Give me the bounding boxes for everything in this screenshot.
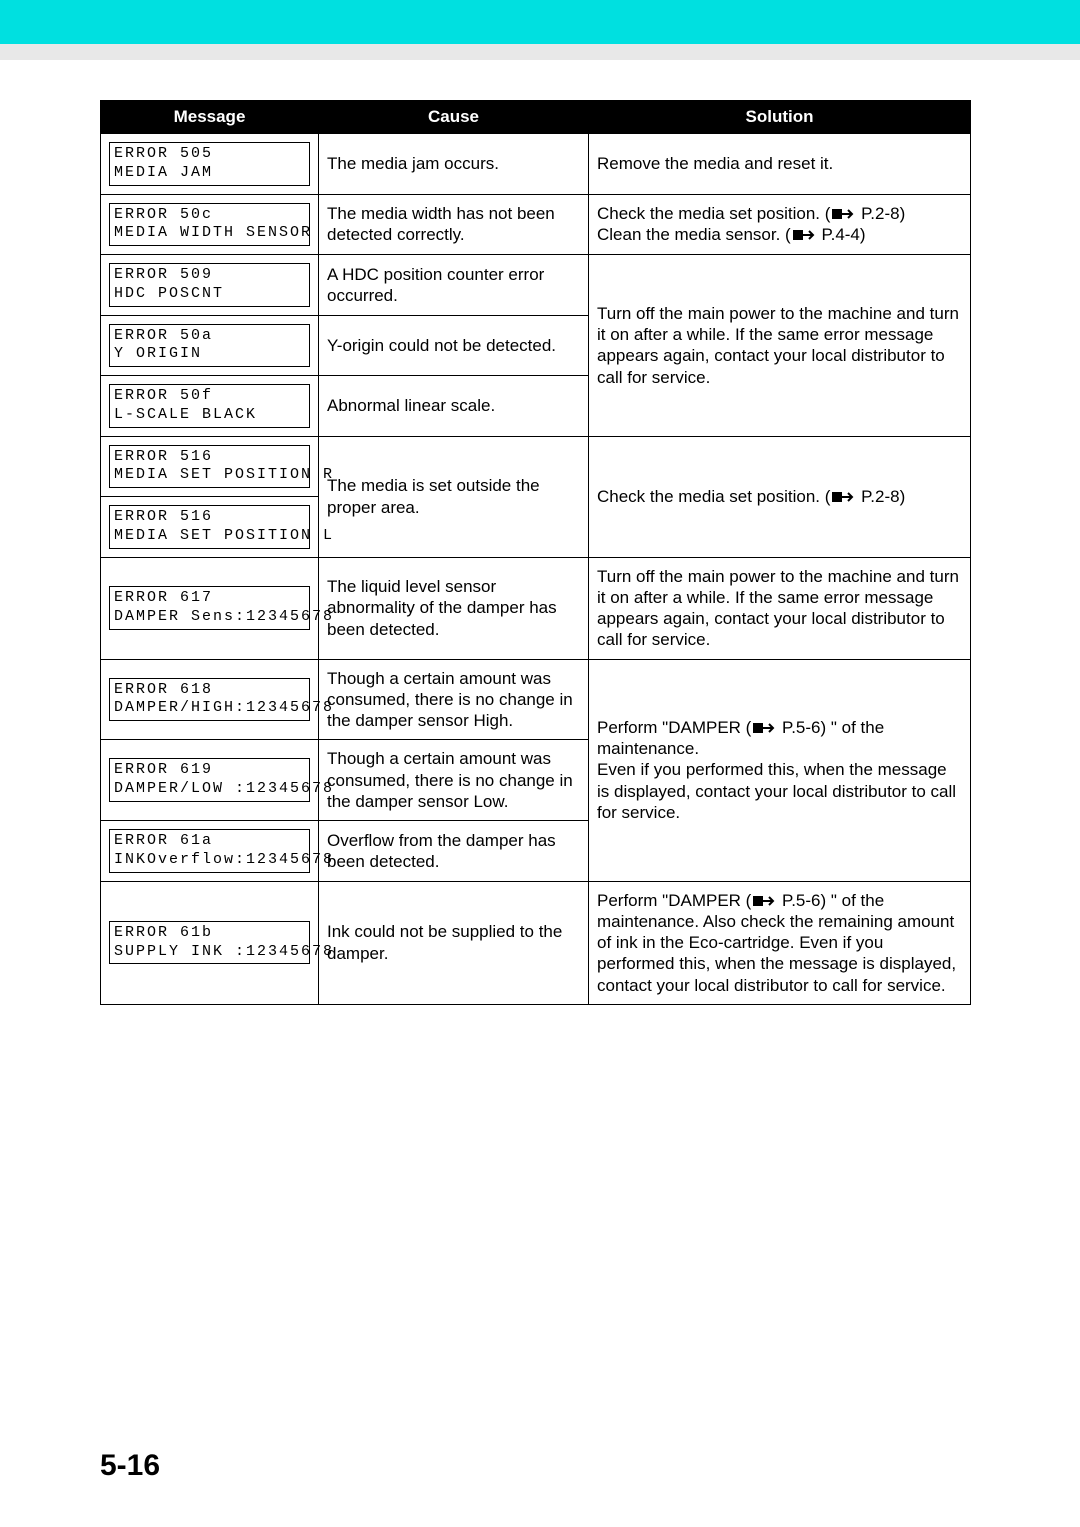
cause-cell: Though a certain amount was consumed, th…	[319, 740, 589, 821]
text: Perform "DAMPER (	[597, 718, 751, 737]
page-number: 5-16	[100, 1449, 160, 1483]
msg-e516l: ERROR 516 MEDIA SET POSITION L	[101, 497, 319, 558]
msg-e61a: ERROR 61a INKOverflow:12345678	[101, 821, 319, 882]
lcd-line: ERROR 618	[114, 681, 213, 698]
lcd-line: MEDIA SET POSITION L	[114, 527, 334, 544]
msg-e61b: ERROR 61b SUPPLY INK :12345678	[101, 881, 319, 1004]
row-e509: ERROR 509 HDC POSCNT A HDC position coun…	[101, 255, 971, 316]
lcd-display: ERROR 619 DAMPER/LOW :12345678	[109, 758, 310, 802]
cause-cell: The media is set outside the proper area…	[319, 436, 589, 557]
lcd-line: ERROR 516	[114, 508, 213, 525]
lcd-line: SUPPLY INK :12345678	[114, 943, 334, 960]
top-inner-bar	[0, 44, 1080, 60]
msg-e509: ERROR 509 HDC POSCNT	[101, 255, 319, 316]
text: P.2-8)	[856, 487, 905, 506]
cause-cell: The media jam occurs.	[319, 134, 589, 195]
reference-icon	[793, 228, 815, 242]
lcd-line: DAMPER/LOW :12345678	[114, 780, 334, 797]
solution-cell: Turn off the main power to the machine a…	[589, 557, 971, 659]
msg-e50c: ERROR 50c MEDIA WIDTH SENSOR	[101, 194, 319, 255]
cause-cell: A HDC position counter error occurred.	[319, 255, 589, 316]
lcd-line: ERROR 61b	[114, 924, 213, 941]
reference-icon	[832, 207, 854, 221]
lcd-line: INKOverflow:12345678	[114, 851, 334, 868]
msg-e50f: ERROR 50f L-SCALE BLACK	[101, 376, 319, 437]
lcd-display: ERROR 50c MEDIA WIDTH SENSOR	[109, 203, 310, 247]
row-e617: ERROR 617 DAMPER Sens:12345678 The liqui…	[101, 557, 971, 659]
text: P.4-4)	[817, 225, 866, 244]
lcd-display: ERROR 618 DAMPER/HIGH:12345678	[109, 678, 310, 722]
text: Perform "DAMPER (	[597, 891, 751, 910]
solution-cell: Turn off the main power to the machine a…	[589, 255, 971, 437]
text: Check the media set position. (	[597, 204, 830, 223]
solution-cell: Remove the media and reset it.	[589, 134, 971, 195]
lcd-line: ERROR 50f	[114, 387, 213, 404]
msg-e516r: ERROR 516 MEDIA SET POSITION R	[101, 436, 319, 497]
lcd-display: ERROR 516 MEDIA SET POSITION R	[109, 445, 310, 489]
table-header-row: Message Cause Solution	[101, 101, 971, 134]
row-e516r: ERROR 516 MEDIA SET POSITION R The media…	[101, 436, 971, 497]
row-e50c: ERROR 50c MEDIA WIDTH SENSOR The media w…	[101, 194, 971, 255]
lcd-display: ERROR 617 DAMPER Sens:12345678	[109, 586, 310, 630]
top-color-bar	[0, 0, 1080, 60]
cause-cell: Though a certain amount was consumed, th…	[319, 659, 589, 740]
lcd-line: ERROR 50a	[114, 327, 213, 344]
lcd-display: ERROR 61a INKOverflow:12345678	[109, 829, 310, 873]
msg-e619: ERROR 619 DAMPER/LOW :12345678	[101, 740, 319, 821]
lcd-line: ERROR 505	[114, 145, 213, 162]
lcd-line: Y ORIGIN	[114, 345, 202, 362]
reference-icon	[753, 721, 775, 735]
lcd-line: DAMPER/HIGH:12345678	[114, 699, 334, 716]
lcd-line: ERROR 61a	[114, 832, 213, 849]
msg-e617: ERROR 617 DAMPER Sens:12345678	[101, 557, 319, 659]
reference-icon	[832, 490, 854, 504]
header-message: Message	[101, 101, 319, 134]
lcd-line: ERROR 509	[114, 266, 213, 283]
solution-cell: Perform "DAMPER ( P.5-6) " of the mainte…	[589, 659, 971, 881]
lcd-line: DAMPER Sens:12345678	[114, 608, 334, 625]
row-e505: ERROR 505 MEDIA JAM The media jam occurs…	[101, 134, 971, 195]
lcd-line: L-SCALE BLACK	[114, 406, 257, 423]
lcd-line: HDC POSCNT	[114, 285, 224, 302]
solution-cell: Check the media set position. ( P.2-8) C…	[589, 194, 971, 255]
lcd-line: ERROR 50c	[114, 206, 213, 223]
msg-e505: ERROR 505 MEDIA JAM	[101, 134, 319, 195]
text: Check the media set position. (	[597, 487, 830, 506]
text: Clean the media sensor. (	[597, 225, 791, 244]
error-table: Message Cause Solution ERROR 505 MEDIA J…	[100, 100, 971, 1005]
text: P.2-8)	[856, 204, 905, 223]
cause-cell: The liquid level sensor abnormality of t…	[319, 557, 589, 659]
header-solution: Solution	[589, 101, 971, 134]
lcd-line: MEDIA SET POSITION R	[114, 466, 334, 483]
lcd-line: MEDIA JAM	[114, 164, 213, 181]
lcd-line: MEDIA WIDTH SENSOR	[114, 224, 312, 241]
lcd-display: ERROR 509 HDC POSCNT	[109, 263, 310, 307]
cause-cell: Abnormal linear scale.	[319, 376, 589, 437]
lcd-display: ERROR 50a Y ORIGIN	[109, 324, 310, 368]
row-e618: ERROR 618 DAMPER/HIGH:12345678 Though a …	[101, 659, 971, 740]
cause-cell: The media width has not been detected co…	[319, 194, 589, 255]
cause-cell: Ink could not be supplied to the damper.	[319, 881, 589, 1004]
reference-icon	[753, 894, 775, 908]
page-content: Message Cause Solution ERROR 505 MEDIA J…	[0, 60, 1080, 1005]
lcd-line: ERROR 516	[114, 448, 213, 465]
cause-cell: Y-origin could not be detected.	[319, 315, 589, 376]
lcd-display: ERROR 505 MEDIA JAM	[109, 142, 310, 186]
msg-e50a: ERROR 50a Y ORIGIN	[101, 315, 319, 376]
solution-cell: Check the media set position. ( P.2-8)	[589, 436, 971, 557]
cause-cell: Overflow from the damper has been detect…	[319, 821, 589, 882]
lcd-display: ERROR 516 MEDIA SET POSITION L	[109, 505, 310, 549]
lcd-display: ERROR 61b SUPPLY INK :12345678	[109, 921, 310, 965]
lcd-line: ERROR 617	[114, 589, 213, 606]
lcd-display: ERROR 50f L-SCALE BLACK	[109, 384, 310, 428]
solution-cell: Perform "DAMPER ( P.5-6) " of the mainte…	[589, 881, 971, 1004]
text: Even if you performed this, when the mes…	[597, 760, 956, 822]
row-e61b: ERROR 61b SUPPLY INK :12345678 Ink could…	[101, 881, 971, 1004]
msg-e618: ERROR 618 DAMPER/HIGH:12345678	[101, 659, 319, 740]
header-cause: Cause	[319, 101, 589, 134]
lcd-line: ERROR 619	[114, 761, 213, 778]
